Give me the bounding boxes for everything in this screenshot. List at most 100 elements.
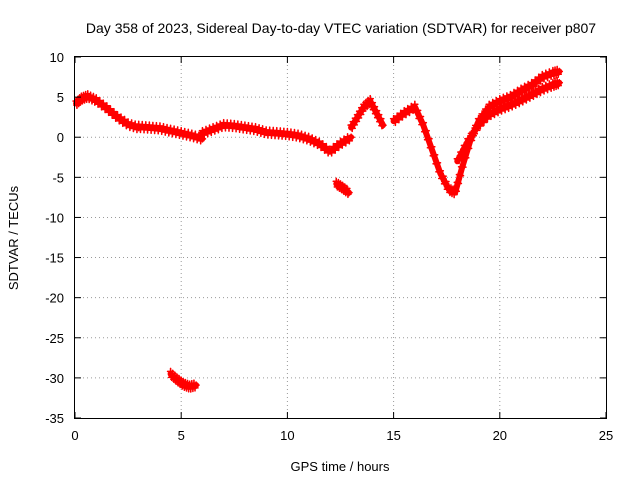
data-point	[371, 109, 380, 118]
data-point	[496, 102, 504, 111]
data-point	[425, 134, 433, 143]
x-tick-label: 10	[280, 428, 294, 443]
data-point	[92, 94, 101, 102]
y-tick-label: -20	[45, 291, 64, 306]
data-point	[258, 125, 267, 133]
data-point	[483, 115, 492, 123]
data-point	[110, 107, 118, 116]
data-point	[372, 106, 381, 115]
data-point	[170, 125, 178, 133]
data-point	[172, 130, 180, 139]
data-point	[303, 136, 311, 145]
data-point	[543, 85, 552, 94]
data-point	[345, 188, 353, 197]
data-point	[255, 123, 263, 132]
data-point	[157, 127, 166, 136]
data-point	[430, 150, 439, 159]
data-point	[257, 129, 265, 138]
data-point	[529, 82, 538, 91]
data-point	[322, 142, 331, 151]
grid-lines	[75, 57, 606, 418]
data-point	[203, 129, 212, 138]
data-point	[175, 131, 184, 140]
x-axis-ticks: 0 5 10 15 20 25	[71, 57, 613, 443]
data-point	[216, 120, 224, 128]
data-point	[439, 172, 447, 180]
data-point	[193, 135, 201, 144]
data-point	[191, 130, 200, 138]
data-point	[126, 123, 134, 132]
data-point	[166, 124, 175, 133]
x-tick-label: 0	[71, 428, 78, 443]
y-tick-label: 0	[57, 130, 64, 145]
data-point	[366, 94, 375, 103]
data-point	[375, 117, 384, 126]
x-tick-label: 20	[493, 428, 507, 443]
data-point	[319, 140, 327, 148]
data-point	[391, 118, 400, 127]
data-point	[315, 137, 324, 145]
data-point	[253, 128, 262, 137]
data-point	[442, 177, 450, 186]
data-point	[554, 81, 563, 90]
data-point	[458, 149, 467, 158]
data-point	[436, 167, 445, 175]
data-point	[503, 100, 511, 108]
data-point	[295, 134, 304, 143]
data-point	[465, 137, 474, 145]
data-point	[127, 119, 136, 127]
y-axis-ticks: 10 5 0 -5 -10 -15 -20 -25 -30 -35	[45, 50, 606, 426]
data-point	[343, 184, 351, 193]
data-point	[373, 113, 382, 122]
data-point	[95, 96, 104, 105]
y-tick-label: -5	[52, 170, 64, 185]
data-point	[377, 114, 385, 123]
data-point	[202, 125, 210, 134]
data-series	[72, 65, 564, 393]
data-point	[433, 159, 442, 167]
data-point	[472, 126, 481, 135]
data-point	[453, 178, 462, 187]
data-point	[540, 87, 548, 95]
data-point	[301, 131, 309, 140]
data-point	[555, 78, 564, 87]
data-point	[545, 80, 554, 88]
data-point	[455, 170, 464, 179]
data-point	[496, 94, 504, 103]
data-point	[480, 118, 488, 127]
data-point	[186, 133, 194, 142]
x-axis-label: GPS time / hours	[291, 459, 390, 474]
chart-title: Day 358 of 2023, Sidereal Day-to-day VTE…	[86, 20, 596, 36]
data-point	[214, 125, 223, 134]
data-point	[192, 381, 200, 389]
data-point	[451, 186, 459, 194]
data-point	[168, 129, 177, 138]
data-point	[200, 131, 209, 139]
data-point	[129, 124, 138, 133]
data-point	[543, 73, 552, 82]
data-point	[198, 126, 207, 135]
data-point	[462, 143, 470, 151]
y-tick-label: 10	[50, 50, 64, 65]
y-tick-label: -10	[45, 210, 64, 225]
data-point	[454, 179, 463, 188]
x-tick-label: 15	[386, 428, 400, 443]
data-point	[499, 101, 508, 110]
data-point	[184, 128, 193, 137]
data-point	[469, 131, 478, 140]
data-point	[540, 75, 548, 83]
data-point	[205, 124, 214, 132]
data-point	[198, 135, 207, 143]
data-point	[99, 99, 108, 107]
data-point	[180, 127, 189, 136]
data-point	[379, 121, 387, 129]
y-tick-label: -35	[45, 411, 64, 426]
data-point	[347, 133, 355, 142]
data-point	[395, 115, 403, 124]
data-point	[411, 100, 419, 109]
data-point	[455, 156, 463, 165]
data-point	[428, 142, 436, 151]
y-tick-label: 5	[57, 90, 64, 105]
y-axis-label: SDTVAR / TECUs	[6, 185, 21, 290]
